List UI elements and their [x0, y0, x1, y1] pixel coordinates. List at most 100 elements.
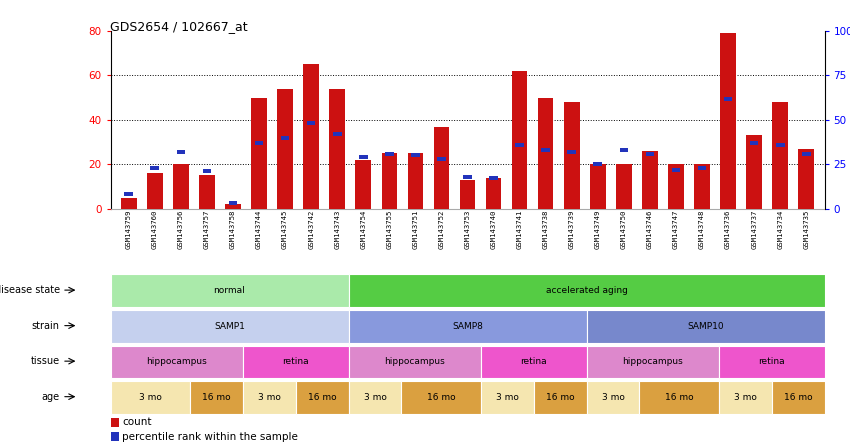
Text: GSM143750: GSM143750: [620, 210, 626, 250]
Bar: [296, 381, 348, 414]
Text: GSM143747: GSM143747: [673, 210, 679, 250]
Text: count: count: [122, 417, 151, 428]
Text: 16 mo: 16 mo: [546, 393, 575, 402]
Text: SAMP10: SAMP10: [687, 322, 724, 331]
Bar: [121, 198, 137, 209]
Bar: [694, 164, 710, 209]
Text: tissue: tissue: [31, 356, 60, 366]
Bar: [333, 132, 342, 136]
Bar: [110, 345, 243, 378]
Text: 3 mo: 3 mo: [602, 393, 625, 402]
Bar: [110, 381, 190, 414]
Text: hippocampus: hippocampus: [384, 357, 445, 366]
Text: 16 mo: 16 mo: [202, 393, 230, 402]
Text: GSM143743: GSM143743: [334, 210, 340, 250]
Text: GSM143757: GSM143757: [204, 210, 210, 250]
Bar: [515, 143, 524, 147]
Bar: [110, 310, 348, 343]
Text: 3 mo: 3 mo: [734, 393, 756, 402]
Bar: [303, 64, 319, 209]
Bar: [541, 148, 550, 152]
Bar: [460, 180, 475, 209]
Text: GSM143738: GSM143738: [542, 210, 549, 250]
Text: strain: strain: [31, 321, 60, 331]
Text: 3 mo: 3 mo: [364, 393, 387, 402]
Bar: [330, 89, 345, 209]
Bar: [255, 141, 264, 145]
Bar: [776, 143, 785, 147]
Bar: [173, 164, 189, 209]
Bar: [229, 201, 237, 205]
Bar: [534, 381, 586, 414]
Bar: [672, 168, 680, 171]
Text: GSM143759: GSM143759: [126, 210, 132, 250]
Bar: [124, 193, 133, 196]
Bar: [746, 135, 762, 209]
Text: GDS2654 / 102667_at: GDS2654 / 102667_at: [110, 20, 248, 33]
Text: GSM143752: GSM143752: [439, 210, 445, 250]
Text: GSM143753: GSM143753: [464, 210, 471, 250]
Bar: [199, 175, 215, 209]
Bar: [802, 152, 811, 156]
Bar: [719, 345, 824, 378]
Bar: [348, 381, 401, 414]
Bar: [150, 166, 159, 170]
Bar: [724, 97, 733, 101]
Bar: [590, 164, 605, 209]
Bar: [698, 166, 706, 170]
Text: GSM143736: GSM143736: [725, 210, 731, 250]
Bar: [277, 89, 293, 209]
Bar: [639, 381, 719, 414]
Bar: [481, 381, 534, 414]
Text: GSM143744: GSM143744: [256, 210, 262, 250]
Bar: [668, 164, 683, 209]
Bar: [798, 149, 814, 209]
Text: GSM143737: GSM143737: [751, 210, 757, 250]
Bar: [720, 33, 736, 209]
Bar: [110, 432, 119, 441]
Bar: [177, 150, 185, 154]
Bar: [243, 345, 348, 378]
Bar: [564, 102, 580, 209]
Bar: [225, 204, 241, 209]
Text: hippocampus: hippocampus: [622, 357, 683, 366]
Bar: [411, 154, 420, 158]
Bar: [110, 274, 348, 307]
Text: SAMP1: SAMP1: [214, 322, 245, 331]
Text: GSM143758: GSM143758: [230, 210, 236, 250]
Bar: [490, 176, 498, 180]
Text: disease state: disease state: [0, 285, 60, 295]
Text: 3 mo: 3 mo: [496, 393, 518, 402]
Bar: [252, 98, 267, 209]
Text: accelerated aging: accelerated aging: [546, 286, 627, 295]
Text: GSM143756: GSM143756: [178, 210, 184, 250]
Text: GSM143751: GSM143751: [412, 210, 418, 250]
Bar: [434, 127, 450, 209]
Text: 16 mo: 16 mo: [784, 393, 813, 402]
Bar: [485, 178, 502, 209]
Text: GSM143735: GSM143735: [803, 210, 809, 250]
Bar: [620, 148, 628, 152]
Text: GSM143748: GSM143748: [699, 210, 705, 250]
Text: GSM143749: GSM143749: [595, 210, 601, 250]
Bar: [616, 164, 632, 209]
Bar: [568, 150, 576, 154]
Text: GSM143741: GSM143741: [517, 210, 523, 250]
Bar: [481, 345, 586, 378]
Bar: [773, 102, 788, 209]
Bar: [385, 152, 394, 156]
Text: GSM143739: GSM143739: [569, 210, 575, 250]
Bar: [437, 157, 445, 161]
Bar: [348, 310, 586, 343]
Text: 16 mo: 16 mo: [308, 393, 337, 402]
Text: GSM143746: GSM143746: [647, 210, 653, 250]
Bar: [586, 381, 639, 414]
Text: GSM143740: GSM143740: [490, 210, 496, 250]
Bar: [382, 153, 397, 209]
Text: GSM143745: GSM143745: [282, 210, 288, 250]
Text: 16 mo: 16 mo: [665, 393, 694, 402]
Bar: [772, 381, 824, 414]
Text: retina: retina: [758, 357, 785, 366]
Text: 3 mo: 3 mo: [258, 393, 281, 402]
Text: age: age: [42, 392, 60, 402]
